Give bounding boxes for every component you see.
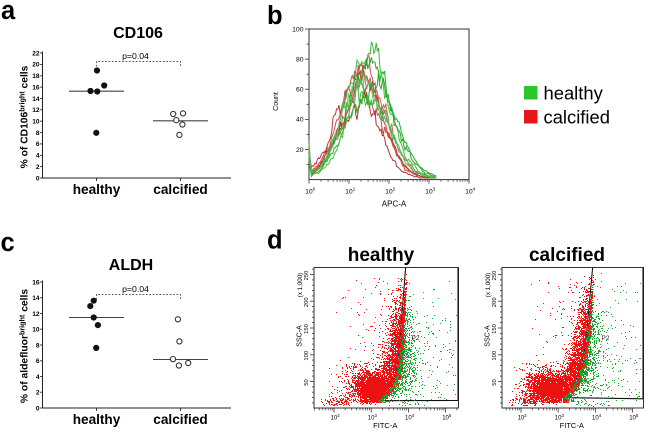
svg-text:P2: P2 — [412, 335, 420, 342]
svg-text:250: 250 — [492, 271, 498, 281]
svg-text:healthy: healthy — [73, 182, 121, 197]
svg-text:FITC-A: FITC-A — [560, 421, 584, 430]
svg-text:101: 101 — [345, 187, 356, 196]
svg-text:150: 150 — [304, 324, 310, 334]
svg-text:8: 8 — [36, 130, 40, 137]
svg-text:0: 0 — [36, 175, 40, 182]
svg-text:103: 103 — [425, 187, 436, 196]
svg-text:18: 18 — [32, 73, 40, 80]
svg-text:104: 104 — [465, 187, 476, 196]
svg-text:0: 0 — [36, 405, 40, 412]
svg-text:102: 102 — [331, 413, 341, 422]
svg-text:80: 80 — [296, 56, 304, 63]
svg-text:FITC-A: FITC-A — [373, 421, 397, 430]
svg-text:CD106: CD106 — [113, 25, 163, 42]
svg-text:20: 20 — [32, 62, 40, 69]
svg-text:(x 1,000): (x 1,000) — [297, 273, 304, 297]
svg-text:a: a — [1, 0, 16, 25]
svg-text:100: 100 — [304, 351, 310, 361]
svg-text:150: 150 — [492, 324, 498, 334]
svg-text:60: 60 — [296, 87, 304, 94]
svg-text:10: 10 — [32, 119, 40, 126]
svg-text:6: 6 — [36, 141, 40, 148]
svg-text:100: 100 — [305, 187, 316, 196]
svg-text:8: 8 — [36, 342, 40, 349]
svg-text:calcified: calcified — [153, 182, 207, 197]
svg-text:14: 14 — [32, 295, 40, 302]
svg-text:100: 100 — [492, 351, 498, 361]
svg-text:APC-A: APC-A — [382, 200, 407, 209]
svg-text:calcified: calcified — [544, 107, 610, 128]
svg-text:104: 104 — [592, 413, 602, 422]
svg-text:20: 20 — [296, 147, 304, 154]
svg-text:healthy: healthy — [73, 412, 121, 427]
svg-text:Count: Count — [273, 92, 280, 111]
svg-text:SSC-A: SSC-A — [297, 325, 304, 347]
svg-text:2: 2 — [36, 390, 40, 397]
svg-text:calcified: calcified — [529, 245, 605, 266]
svg-text:12: 12 — [32, 107, 40, 114]
svg-text:14: 14 — [32, 96, 40, 103]
svg-text:16: 16 — [32, 84, 40, 91]
svg-text:104: 104 — [405, 413, 415, 422]
svg-text:50: 50 — [304, 379, 310, 385]
svg-text:12: 12 — [32, 311, 40, 318]
svg-text:% of aldefluorbright cells: % of aldefluorbright cells — [17, 289, 30, 403]
svg-text:105: 105 — [629, 413, 639, 422]
svg-text:SSC-A: SSC-A — [485, 325, 492, 347]
svg-text:40: 40 — [296, 117, 304, 124]
svg-text:50: 50 — [492, 379, 498, 385]
svg-text:c: c — [1, 229, 15, 257]
svg-text:102: 102 — [385, 187, 396, 196]
svg-text:p=0.04: p=0.04 — [122, 51, 149, 61]
svg-text:b: b — [267, 2, 283, 30]
svg-text:% of CD106bright cells: % of CD106bright cells — [17, 65, 30, 168]
svg-text:10: 10 — [32, 327, 40, 334]
svg-text:P2: P2 — [602, 335, 610, 342]
svg-text:calcified: calcified — [153, 412, 207, 427]
svg-text:103: 103 — [368, 413, 378, 422]
svg-text:ALDH: ALDH — [109, 257, 153, 274]
svg-text:healthy: healthy — [544, 83, 604, 104]
svg-text:22: 22 — [32, 50, 40, 57]
svg-text:4: 4 — [36, 153, 40, 160]
svg-text:p=0.04: p=0.04 — [122, 284, 149, 294]
svg-text:250: 250 — [304, 271, 310, 281]
svg-text:200: 200 — [304, 297, 310, 307]
svg-text:103: 103 — [555, 413, 565, 422]
svg-text:2: 2 — [36, 164, 40, 171]
svg-text:200: 200 — [492, 297, 498, 307]
svg-text:d: d — [267, 227, 283, 255]
svg-text:102: 102 — [518, 413, 528, 422]
svg-text:16: 16 — [32, 279, 40, 286]
svg-text:100: 100 — [292, 26, 304, 33]
svg-text:(x 1,000): (x 1,000) — [485, 273, 492, 297]
svg-text:105: 105 — [442, 413, 452, 422]
svg-text:4: 4 — [36, 374, 40, 381]
svg-text:6: 6 — [36, 358, 40, 365]
svg-text:healthy: healthy — [348, 245, 415, 266]
